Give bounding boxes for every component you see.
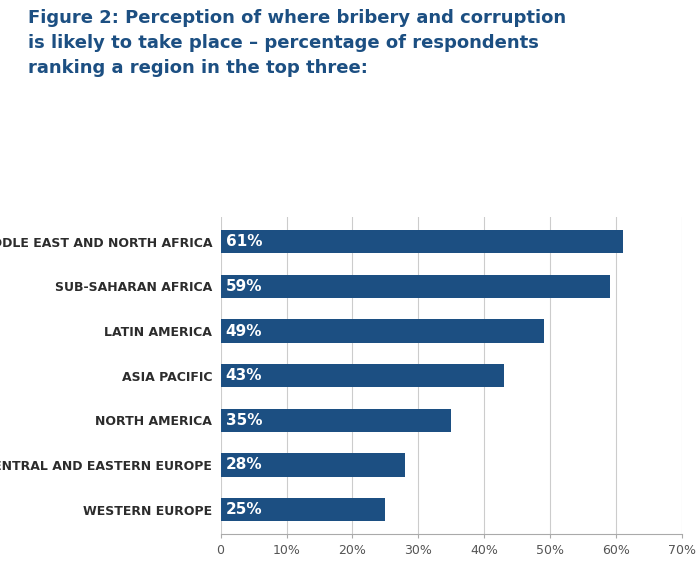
Bar [220, 275, 610, 298]
Text: 25%: 25% [226, 502, 262, 517]
Text: Figure 2: Perception of where bribery and corruption
is likely to take place – p: Figure 2: Perception of where bribery an… [28, 9, 566, 77]
Text: 49%: 49% [226, 323, 262, 339]
Text: 59%: 59% [226, 279, 262, 294]
Text: 61%: 61% [226, 234, 262, 249]
Bar [220, 498, 386, 521]
Bar [220, 364, 504, 387]
Bar [220, 319, 544, 343]
Text: 35%: 35% [226, 413, 262, 428]
Text: 28%: 28% [226, 457, 262, 473]
Bar [220, 453, 405, 477]
Bar [220, 230, 623, 254]
Text: 43%: 43% [226, 368, 262, 383]
Bar [220, 409, 452, 432]
